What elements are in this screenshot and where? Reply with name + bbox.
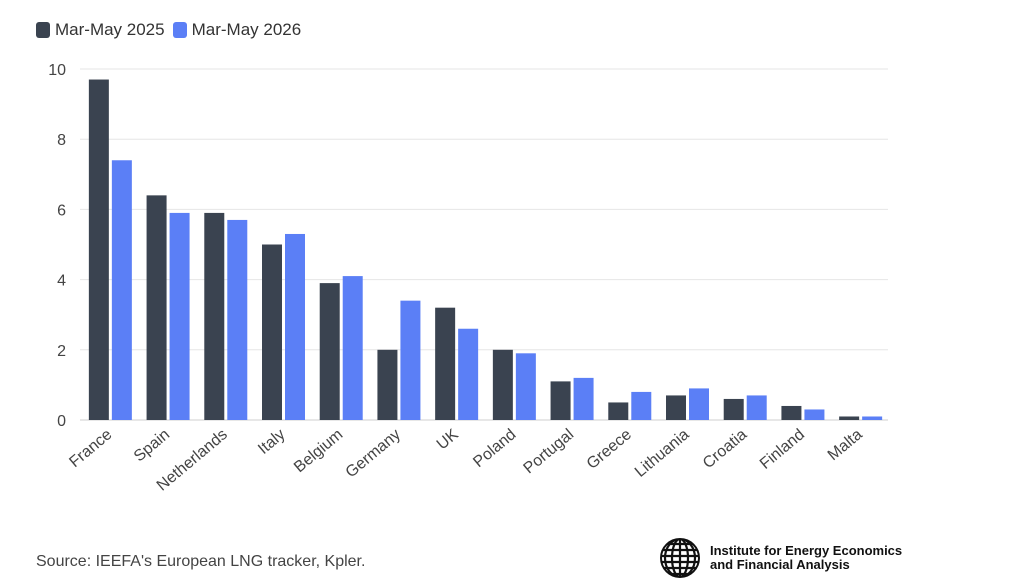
x-tick-label: Poland	[470, 426, 519, 471]
bar-2026	[804, 409, 825, 420]
legend-item-2026[interactable]: Mar-May 2026	[172, 20, 302, 40]
logo-line-1: Institute for Energy Economics	[710, 543, 903, 558]
x-tick-label: Croatia	[700, 426, 751, 472]
x-tick-label: Portugal	[521, 426, 578, 477]
x-tick-label: Lithuania	[632, 426, 693, 481]
logo-text: Institute for Energy Economics and Finan…	[710, 544, 902, 572]
bar-2025	[319, 283, 340, 420]
bar-2026	[689, 388, 709, 420]
y-tick-label: 2	[57, 343, 66, 360]
bar-2025	[377, 349, 398, 420]
chart-legend: Mar-May 2025 Mar-May 2026	[36, 20, 301, 40]
legend-swatch-2026	[172, 22, 187, 38]
bar-2026	[285, 233, 305, 420]
bar-2025	[88, 79, 109, 420]
legend-label-2025: Mar-May 2025	[55, 20, 165, 39]
logo-line-2: and Financial Analysis	[710, 557, 850, 572]
bar-2026	[458, 328, 479, 420]
legend-label-2026: Mar-May 2026	[191, 20, 302, 39]
y-tick-label: 8	[57, 132, 66, 149]
bar-2026	[169, 212, 190, 420]
legend-swatch-2025	[36, 22, 50, 38]
bar-2026	[746, 395, 767, 420]
bar-2025	[262, 244, 282, 420]
bar-2025	[492, 349, 513, 420]
x-tick-label: Greece	[584, 426, 635, 473]
legend-item-2025[interactable]: Mar-May 2025	[36, 20, 165, 40]
bar-2025	[839, 416, 860, 420]
bar-2025	[666, 395, 686, 420]
x-tick-label: Finland	[757, 426, 808, 473]
y-tick-label: 6	[57, 202, 66, 219]
bar-2026	[400, 300, 421, 420]
x-tick-label: Spain	[131, 426, 173, 465]
bar-2026	[111, 160, 132, 420]
bar-2026	[573, 377, 594, 420]
bar-2026	[342, 276, 363, 420]
bar-2025	[723, 398, 744, 420]
bar-2026	[862, 416, 883, 420]
x-tick-label: Malta	[825, 426, 866, 464]
y-tick-label: 10	[48, 62, 66, 79]
bar-2025	[781, 405, 802, 420]
x-tick-label: France	[66, 426, 115, 471]
bar-2025	[608, 402, 629, 420]
bar-2025	[204, 212, 225, 420]
source-note: Source: IEEFA's European LNG tracker, Kp…	[36, 553, 366, 570]
ieefa-logo: Institute for Energy Economics and Finan…	[658, 538, 902, 578]
bar-2025	[146, 195, 167, 420]
x-tick-label: Belgium	[291, 426, 346, 476]
x-tick-label: Germany	[343, 426, 404, 481]
bar-2025	[435, 307, 456, 420]
x-tick-label: UK	[434, 426, 462, 454]
bar-2026	[515, 353, 536, 420]
bar-2026	[227, 219, 248, 420]
x-tick-label: Italy	[255, 426, 288, 458]
globe-icon	[660, 538, 700, 578]
bar-2026	[631, 391, 652, 420]
y-tick-label: 4	[57, 273, 66, 290]
y-tick-label: 0	[57, 413, 66, 430]
bar-2025	[550, 381, 571, 420]
